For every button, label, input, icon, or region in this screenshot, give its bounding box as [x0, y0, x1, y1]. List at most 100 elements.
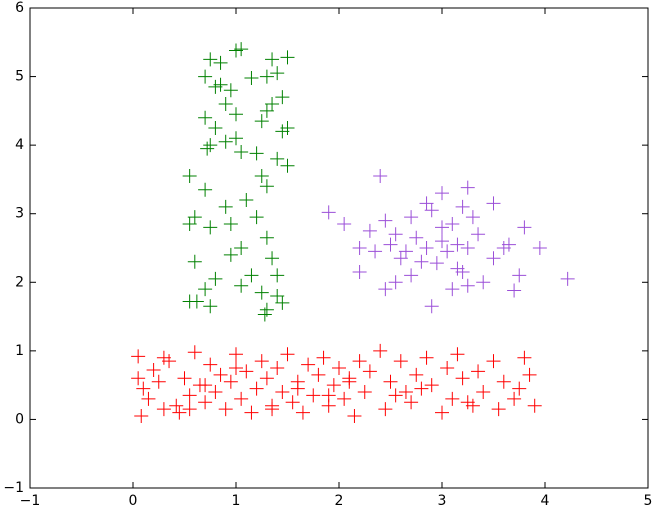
point — [435, 234, 449, 249]
point — [198, 182, 213, 197]
point — [435, 186, 449, 201]
point — [213, 367, 228, 382]
point — [316, 350, 331, 365]
point — [249, 210, 264, 225]
point — [414, 381, 429, 396]
point — [280, 158, 295, 173]
point — [455, 199, 470, 214]
point — [218, 402, 233, 417]
point — [270, 361, 285, 375]
point — [182, 402, 197, 417]
point — [249, 146, 264, 161]
point — [259, 230, 274, 245]
point — [409, 367, 424, 382]
point — [429, 256, 444, 271]
point — [450, 347, 465, 362]
point — [378, 213, 393, 228]
x-tick-label: 4 — [541, 493, 550, 508]
point — [440, 244, 455, 259]
point — [450, 237, 465, 252]
point — [532, 241, 547, 255]
point — [265, 52, 280, 67]
point — [507, 391, 522, 406]
point — [182, 217, 197, 231]
point — [398, 385, 413, 399]
y-tick-label: 1 — [15, 343, 24, 359]
point — [326, 378, 341, 393]
y-tick-label: 6 — [15, 0, 24, 16]
point — [517, 220, 532, 235]
point — [424, 203, 439, 218]
point — [352, 241, 367, 255]
x-tick-label: 5 — [644, 493, 653, 508]
plot-frame — [29, 7, 649, 489]
y-tick-label: 2 — [15, 274, 24, 290]
point — [208, 271, 223, 286]
point — [512, 381, 527, 396]
point — [208, 79, 223, 94]
x-tick-label: 1 — [232, 493, 241, 508]
point — [419, 350, 434, 365]
y-tick-label: 5 — [15, 69, 24, 85]
point — [270, 268, 285, 283]
point — [223, 247, 238, 262]
point — [306, 388, 321, 403]
point — [151, 374, 166, 389]
point — [445, 282, 460, 297]
point — [560, 271, 575, 286]
point — [496, 374, 511, 389]
point — [172, 405, 187, 420]
point — [270, 151, 285, 166]
point — [234, 391, 249, 406]
point — [239, 193, 254, 207]
y-tick-label: 0 — [15, 411, 24, 427]
point — [136, 381, 151, 396]
point — [435, 405, 449, 420]
point — [337, 217, 352, 231]
point — [244, 70, 259, 85]
point — [229, 107, 243, 122]
point — [208, 121, 223, 135]
point — [342, 374, 357, 389]
point — [257, 307, 272, 322]
point — [265, 402, 280, 417]
point — [218, 97, 233, 111]
point — [259, 69, 274, 84]
point — [223, 217, 238, 231]
point — [234, 241, 249, 255]
point — [507, 283, 522, 298]
point — [445, 217, 460, 231]
point — [465, 210, 480, 225]
point — [198, 395, 213, 410]
point — [373, 169, 388, 183]
point — [254, 114, 269, 129]
point — [486, 354, 501, 369]
point — [419, 241, 434, 255]
point — [347, 409, 362, 423]
point — [203, 299, 218, 314]
point — [254, 354, 269, 369]
point — [131, 371, 146, 386]
point — [388, 227, 403, 242]
point — [491, 402, 506, 417]
point — [393, 354, 408, 369]
point — [218, 134, 233, 149]
point — [460, 395, 475, 410]
point — [435, 220, 449, 235]
point — [254, 169, 269, 183]
point — [141, 391, 156, 406]
point — [460, 278, 475, 293]
point — [265, 251, 280, 266]
point — [187, 345, 202, 360]
point — [476, 385, 491, 399]
point — [244, 268, 259, 283]
point — [259, 371, 274, 386]
point — [311, 367, 326, 382]
point — [270, 66, 285, 81]
point — [229, 131, 243, 146]
point — [244, 405, 259, 420]
point — [471, 364, 486, 379]
point — [203, 220, 218, 235]
point — [440, 361, 455, 375]
